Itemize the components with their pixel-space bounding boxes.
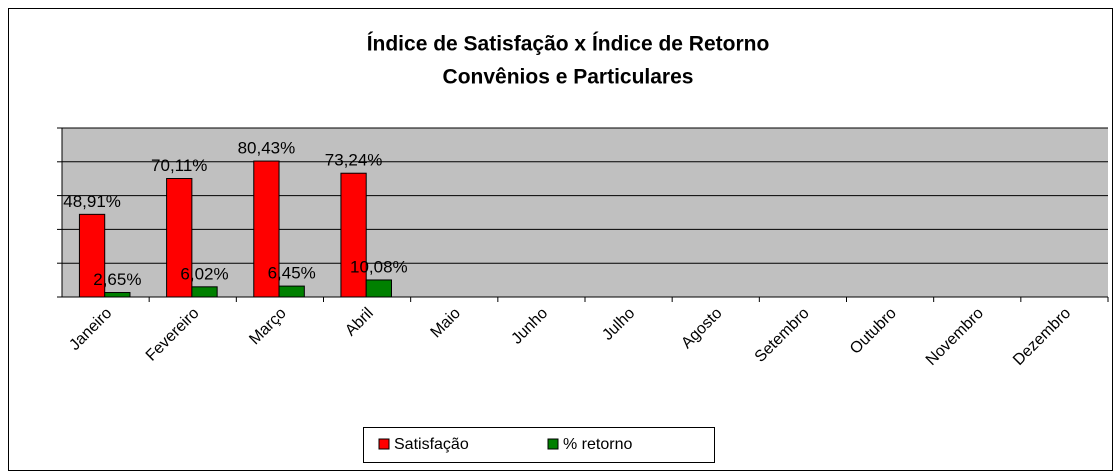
data-label: 80,43% xyxy=(238,139,296,158)
legend-label: % retorno xyxy=(563,436,632,453)
legend-label: Satisfação xyxy=(394,436,469,453)
data-label: 6,02% xyxy=(180,264,228,283)
bar xyxy=(278,285,305,298)
chart-title: Índice de Satisfação x Índice de Retorno xyxy=(367,33,770,56)
bar xyxy=(365,279,392,298)
bar xyxy=(253,160,280,298)
bar xyxy=(78,213,106,298)
bar xyxy=(104,292,131,298)
legend-swatch xyxy=(378,438,390,450)
data-label: 70,11% xyxy=(151,156,207,175)
bar xyxy=(191,286,218,298)
bar xyxy=(166,178,193,298)
chart-subtitle: Convênios e Particulares xyxy=(443,66,694,89)
data-label: 73,24% xyxy=(325,151,383,170)
data-label: 10,08% xyxy=(350,257,408,276)
plot-area xyxy=(62,128,1108,297)
data-label: 2,65% xyxy=(93,270,141,289)
legend-swatch xyxy=(547,438,559,450)
legend-box xyxy=(363,427,715,463)
bar xyxy=(340,172,367,298)
data-label: 48,91% xyxy=(63,192,121,211)
data-label: 6,45% xyxy=(268,264,316,283)
